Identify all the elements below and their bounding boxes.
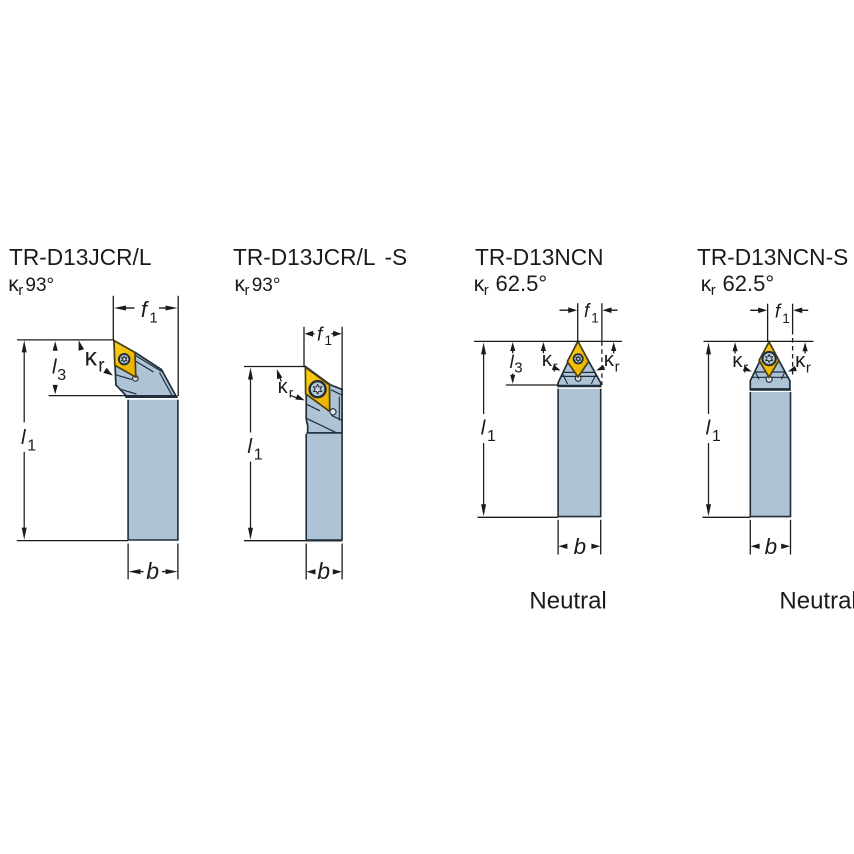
svg-text:l: l [247, 435, 253, 458]
svg-text:l: l [21, 426, 27, 449]
svg-text:r: r [711, 282, 716, 299]
svg-text:f: f [317, 325, 324, 346]
svg-text:l: l [510, 351, 515, 372]
svg-text:b: b [317, 558, 330, 584]
svg-text:l: l [52, 356, 58, 379]
svg-text:Neutral: Neutral [779, 588, 854, 615]
svg-text:93°: 93° [252, 275, 281, 296]
svg-text:1: 1 [782, 311, 790, 326]
svg-text:f: f [141, 297, 150, 322]
svg-text:κ: κ [604, 348, 615, 371]
svg-text:62.5°: 62.5° [496, 271, 548, 296]
svg-text:κ: κ [795, 349, 806, 372]
svg-text:3: 3 [57, 367, 66, 384]
svg-text:b: b [146, 558, 159, 584]
svg-text:l: l [481, 417, 487, 440]
svg-text:1: 1 [487, 428, 496, 445]
svg-text:93°: 93° [25, 275, 54, 296]
svg-text:b: b [765, 534, 778, 559]
svg-text:κ: κ [474, 273, 485, 296]
svg-text:1: 1 [254, 447, 263, 464]
svg-text:r: r [289, 385, 294, 401]
svg-text:κ: κ [278, 376, 289, 398]
svg-text:κ: κ [235, 273, 246, 296]
svg-text:1: 1 [27, 437, 36, 454]
svg-text:TR-D13JCR/L: TR-D13JCR/L [233, 244, 375, 270]
svg-text:r: r [245, 282, 250, 299]
svg-text:r: r [18, 282, 23, 299]
svg-text:62.5°: 62.5° [723, 271, 775, 296]
svg-text:f: f [584, 301, 591, 322]
svg-text:1: 1 [149, 310, 157, 327]
svg-text:κ: κ [8, 273, 19, 296]
svg-text:r: r [806, 360, 811, 377]
svg-text:b: b [574, 534, 587, 559]
svg-text:f: f [775, 301, 782, 322]
svg-text:r: r [98, 356, 105, 377]
svg-text:TR-D13JCR/L: TR-D13JCR/L [9, 244, 151, 270]
svg-text:1: 1 [712, 428, 721, 445]
svg-text:κ: κ [85, 343, 98, 371]
svg-text:Neutral: Neutral [529, 588, 606, 615]
svg-text:TR-D13NCN: TR-D13NCN [475, 244, 604, 270]
svg-text:1: 1 [325, 333, 333, 348]
svg-text:κ: κ [701, 273, 712, 296]
svg-text:1: 1 [591, 311, 599, 326]
svg-text:3: 3 [514, 360, 522, 377]
svg-text:-S: -S [385, 244, 408, 270]
svg-text:TR-D13NCN-S: TR-D13NCN-S [697, 244, 848, 270]
svg-text:l: l [706, 417, 712, 440]
svg-text:r: r [484, 282, 489, 299]
svg-text:κ: κ [732, 349, 743, 372]
svg-text:κ: κ [542, 348, 553, 371]
svg-text:r: r [615, 358, 620, 375]
